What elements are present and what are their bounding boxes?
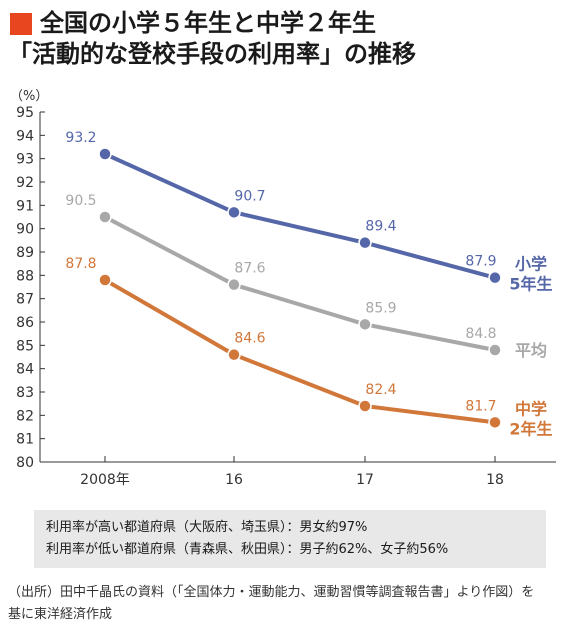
data-point-elementary: [227, 205, 241, 220]
y-tick-label: 90: [16, 222, 34, 238]
y-tick-label: 83: [16, 385, 34, 401]
chart-title-line1: 全国の小学５年生と中学２年生: [40, 9, 376, 37]
data-label-elementary: 93.2: [65, 130, 96, 146]
y-tick-label: 92: [16, 175, 34, 191]
data-label-elementary: 89.4: [365, 219, 396, 235]
x-tick-label: 18: [486, 472, 504, 488]
series-name-average: 平均: [515, 341, 547, 360]
data-point-elementary: [358, 235, 372, 250]
data-point-elementary: [98, 147, 112, 161]
series-name-junior_high: 中学: [515, 399, 547, 418]
line-chart: （%） 80 81 82 83 84 85 86 87 88 89 90 91 92 93 94 95 2008年…: [10, 89, 556, 488]
chart-title-block: 全国の小学５年生と中学２年生 「活動的な登校手段の利用率」の推移: [8, 8, 564, 70]
data-label-average: 90.5: [65, 193, 96, 209]
x-tick-label: 2008年: [80, 472, 130, 488]
source-line2: 基に東洋経済作成: [8, 607, 113, 622]
chart-title-line2: 「活動的な登校手段の利用率」の推移: [8, 40, 416, 68]
source-note: （出所）田中千晶氏の資料（「全国体力・運動能力、運動習慣等調査報告書」より作図）…: [8, 582, 564, 626]
series-name-elementary: 小学: [515, 255, 547, 274]
note-line-high: 利用率が高い都道府県（大阪府、埼玉県）：男女約97%: [46, 520, 368, 535]
data-label-junior_high: 81.7: [465, 398, 496, 414]
data-label-average: 84.8: [465, 326, 496, 342]
series-line-elementary: [103, 152, 497, 280]
data-label-elementary: 87.9: [465, 254, 496, 270]
series-line-junior_high: [103, 278, 497, 425]
y-tick-label: 89: [16, 245, 34, 261]
data-point-junior_high: [488, 415, 502, 430]
y-tick-label: 81: [16, 432, 34, 448]
data-label-junior_high: 84.6: [234, 331, 265, 347]
data-point-average: [98, 210, 112, 224]
y-axis-unit-label: （%）: [10, 89, 48, 104]
y-tick-label: 84: [16, 362, 34, 378]
data-label-average: 87.6: [234, 261, 265, 277]
data-label-average: 85.9: [365, 300, 396, 316]
y-tick-label: 93: [16, 152, 34, 168]
data-point-average: [358, 317, 372, 332]
y-tick-label: 82: [16, 408, 34, 424]
notes-box: 利用率が高い都道府県（大阪府、埼玉県）：男女約97% 利用率が低い都道府県（青森…: [34, 510, 546, 568]
y-tick-label: 91: [16, 198, 34, 214]
y-tick-label: 95: [16, 105, 34, 121]
x-tick-label: 17: [356, 472, 374, 488]
data-point-average: [227, 277, 241, 292]
x-tick-label: 16: [225, 472, 243, 488]
series-name-elementary: 5年生: [509, 275, 552, 294]
y-tick-label: 86: [16, 315, 34, 331]
data-label-junior_high: 87.8: [65, 256, 96, 272]
data-point-junior_high: [98, 273, 112, 287]
data-point-junior_high: [227, 347, 241, 362]
data-point-elementary: [488, 270, 502, 285]
data-point-average: [488, 343, 502, 357]
y-tick-label: 85: [16, 338, 34, 354]
data-label-elementary: 90.7: [234, 188, 265, 204]
series-line-average: [103, 215, 497, 352]
y-tick-label: 94: [16, 128, 34, 144]
note-line-low: 利用率が低い都道府県（青森県、秋田県）：男子約62%、女子約56%: [46, 542, 449, 557]
series-name-junior_high: 2年生: [509, 419, 552, 438]
y-tick-label: 87: [16, 292, 34, 308]
data-label-junior_high: 82.4: [365, 382, 396, 398]
y-tick-label: 88: [16, 268, 34, 284]
data-point-junior_high: [358, 399, 372, 413]
source-line1: （出所）田中千晶氏の資料（「全国体力・運動能力、運動習慣等調査報告書」より作図）…: [8, 585, 535, 600]
y-tick-label: 80: [16, 455, 34, 471]
title-square-mark: [10, 13, 32, 35]
